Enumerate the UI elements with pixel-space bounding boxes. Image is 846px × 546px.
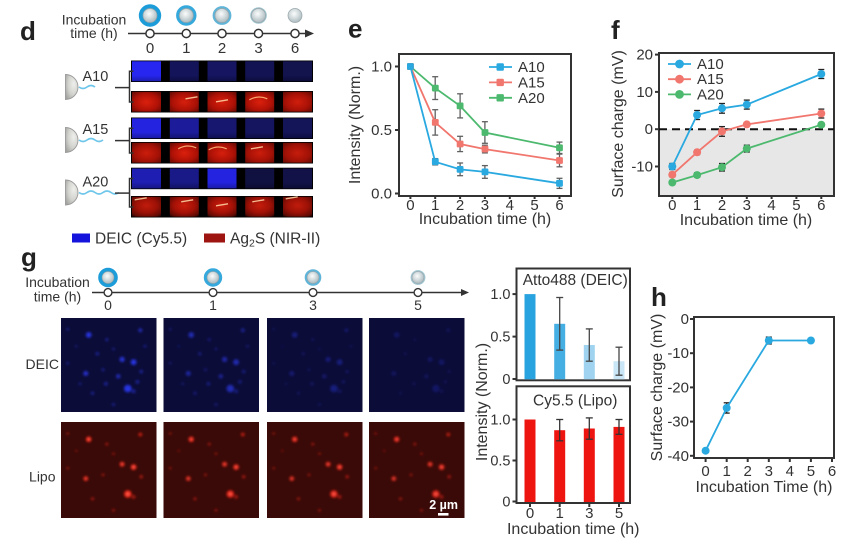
svg-text:0.5: 0.5 — [490, 330, 510, 346]
svg-text:6: 6 — [828, 463, 836, 480]
svg-text:A15: A15 — [697, 71, 724, 88]
svg-text:4: 4 — [767, 197, 775, 214]
svg-text:Surface charge (mV): Surface charge (mV) — [649, 314, 666, 462]
svg-text:-40: -40 — [667, 448, 689, 465]
svg-text:-10: -10 — [667, 345, 689, 362]
svg-text:5: 5 — [414, 297, 422, 313]
svg-text:Incubation: Incubation — [25, 274, 90, 290]
svg-text:0: 0 — [104, 297, 112, 313]
svg-text:5: 5 — [615, 505, 623, 522]
svg-text:Incubation time (h): Incubation time (h) — [680, 212, 813, 229]
svg-text:1: 1 — [556, 505, 564, 522]
svg-text:A10: A10 — [518, 59, 545, 76]
svg-text:Surface charge (mV): Surface charge (mV) — [610, 50, 627, 198]
svg-text:-30: -30 — [667, 414, 689, 431]
svg-text:5: 5 — [792, 197, 800, 214]
svg-text:A20: A20 — [518, 90, 545, 107]
svg-text:1: 1 — [209, 297, 217, 313]
svg-text:f: f — [611, 15, 620, 45]
svg-text:Atto488 (DEIC): Atto488 (DEIC) — [523, 272, 628, 289]
svg-text:1: 1 — [182, 40, 190, 57]
svg-text:Incubation time (h): Incubation time (h) — [419, 211, 552, 228]
svg-text:-20: -20 — [667, 379, 689, 396]
svg-text:2: 2 — [718, 197, 726, 214]
svg-text:0: 0 — [526, 505, 534, 522]
svg-text:3: 3 — [743, 197, 751, 214]
svg-text:0: 0 — [502, 495, 510, 511]
svg-text:0: 0 — [701, 463, 709, 480]
svg-text:1.0: 1.0 — [371, 59, 392, 76]
svg-text:1: 1 — [693, 197, 701, 214]
svg-text:A20: A20 — [697, 86, 724, 103]
svg-text:h: h — [651, 282, 667, 312]
svg-text:2 µm: 2 µm — [429, 498, 458, 512]
svg-text:0.0: 0.0 — [371, 186, 392, 203]
svg-text:-10: -10 — [631, 159, 653, 176]
svg-text:Cy5.5 (Lipo): Cy5.5 (Lipo) — [533, 392, 617, 409]
svg-text:A15: A15 — [83, 122, 109, 138]
svg-text:3: 3 — [309, 297, 317, 313]
svg-text:Intensity (Norm.): Intensity (Norm.) — [347, 66, 364, 184]
svg-text:DEIC (Cy5.5): DEIC (Cy5.5) — [95, 231, 187, 248]
svg-text:Incubation Time (h): Incubation Time (h) — [696, 479, 833, 496]
svg-text:2: 2 — [456, 197, 464, 214]
svg-text:20: 20 — [636, 47, 653, 64]
svg-text:3: 3 — [765, 463, 773, 480]
svg-text:2: 2 — [218, 40, 226, 57]
svg-text:Lipo: Lipo — [29, 469, 56, 485]
svg-text:1: 1 — [723, 463, 731, 480]
svg-text:DEIC: DEIC — [26, 356, 59, 372]
svg-text:Incubation time (h): Incubation time (h) — [507, 521, 640, 538]
svg-text:A20: A20 — [83, 175, 109, 191]
svg-text:3: 3 — [585, 505, 593, 522]
svg-text:3: 3 — [254, 40, 262, 57]
svg-text:0.5: 0.5 — [490, 454, 510, 470]
svg-text:2: 2 — [744, 463, 752, 480]
svg-text:0: 0 — [668, 197, 676, 214]
svg-text:0: 0 — [645, 121, 653, 138]
svg-text:10: 10 — [636, 84, 653, 101]
svg-text:0: 0 — [681, 311, 689, 328]
svg-text:A10: A10 — [83, 69, 109, 85]
svg-text:Ag2S (NIR-II): Ag2S (NIR-II) — [230, 231, 320, 250]
svg-text:5: 5 — [807, 463, 815, 480]
svg-text:A10: A10 — [697, 56, 724, 73]
svg-text:0.5: 0.5 — [371, 122, 392, 139]
svg-text:0: 0 — [146, 40, 154, 57]
svg-text:d: d — [20, 16, 36, 46]
svg-text:0: 0 — [406, 197, 414, 214]
svg-text:4: 4 — [786, 463, 794, 480]
svg-text:time (h): time (h) — [34, 289, 81, 305]
svg-text:1.0: 1.0 — [490, 413, 510, 429]
svg-text:1.0: 1.0 — [490, 287, 510, 303]
svg-text:g: g — [21, 242, 37, 272]
svg-text:6: 6 — [817, 197, 825, 214]
svg-text:6: 6 — [291, 40, 299, 57]
svg-text:Intensity (Norm.): Intensity (Norm.) — [474, 343, 491, 461]
svg-text:e: e — [348, 14, 362, 44]
svg-text:time (h): time (h) — [70, 25, 117, 41]
svg-text:A15: A15 — [518, 74, 545, 91]
svg-text:Incubation: Incubation — [62, 12, 127, 28]
svg-text:5: 5 — [530, 197, 538, 214]
svg-text:1: 1 — [431, 197, 439, 214]
svg-text:0: 0 — [502, 372, 510, 388]
svg-text:4: 4 — [506, 197, 514, 214]
svg-text:6: 6 — [555, 197, 563, 214]
svg-text:3: 3 — [481, 197, 489, 214]
